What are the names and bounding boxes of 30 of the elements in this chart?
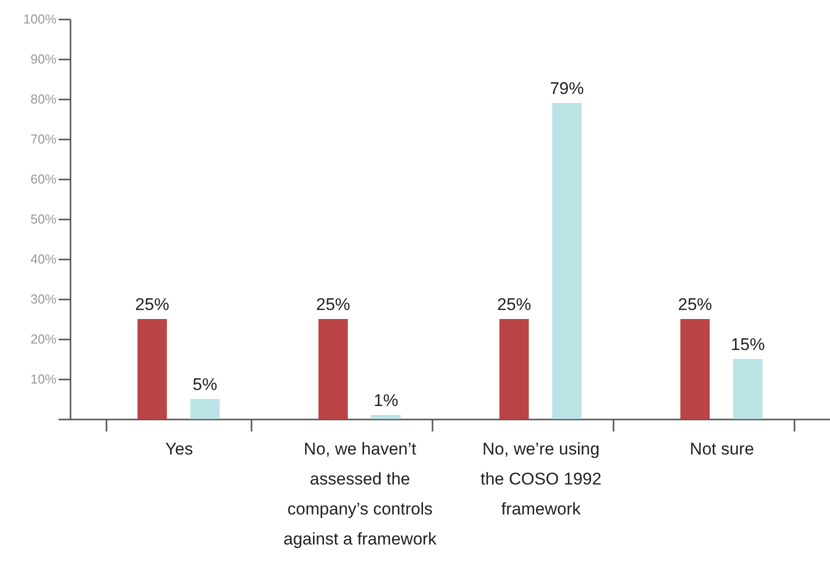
data-label: 79% (550, 79, 584, 98)
bar (190, 399, 220, 419)
x-tick-label: No, we haven’t assessed the company’s controls against a framework (283, 440, 438, 548)
y-tick-label: 40% (30, 252, 57, 266)
data-label: 25% (135, 295, 170, 314)
y-tick-label: 10% (30, 372, 57, 386)
x-tick-label: Not sure (690, 440, 754, 458)
bar (318, 319, 348, 419)
y-tick-label: 80% (30, 92, 57, 106)
y-tick-label: 30% (30, 292, 57, 306)
data-label: 25% (497, 295, 532, 314)
data-label: 15% (730, 335, 765, 354)
y-tick-label: 70% (30, 132, 57, 146)
y-tick-label: 90% (30, 52, 57, 66)
y-tick-label: 50% (30, 212, 57, 226)
y-tick-label: 60% (30, 172, 57, 186)
bar (552, 103, 582, 419)
data-label: 1% (374, 391, 398, 410)
y-tick-label: 100% (23, 12, 57, 26)
x-tick-label: No, we’re using the COSO 1992 framework (480, 440, 602, 518)
bar (499, 319, 529, 419)
bar (680, 319, 710, 419)
data-label: 25% (316, 295, 350, 314)
bar (733, 359, 763, 419)
y-tick-label: 20% (30, 332, 57, 346)
x-tick-label: Yes (165, 440, 193, 458)
data-label: 5% (192, 375, 218, 394)
bar (137, 319, 167, 419)
bar (371, 415, 401, 419)
data-label: 25% (678, 295, 712, 314)
